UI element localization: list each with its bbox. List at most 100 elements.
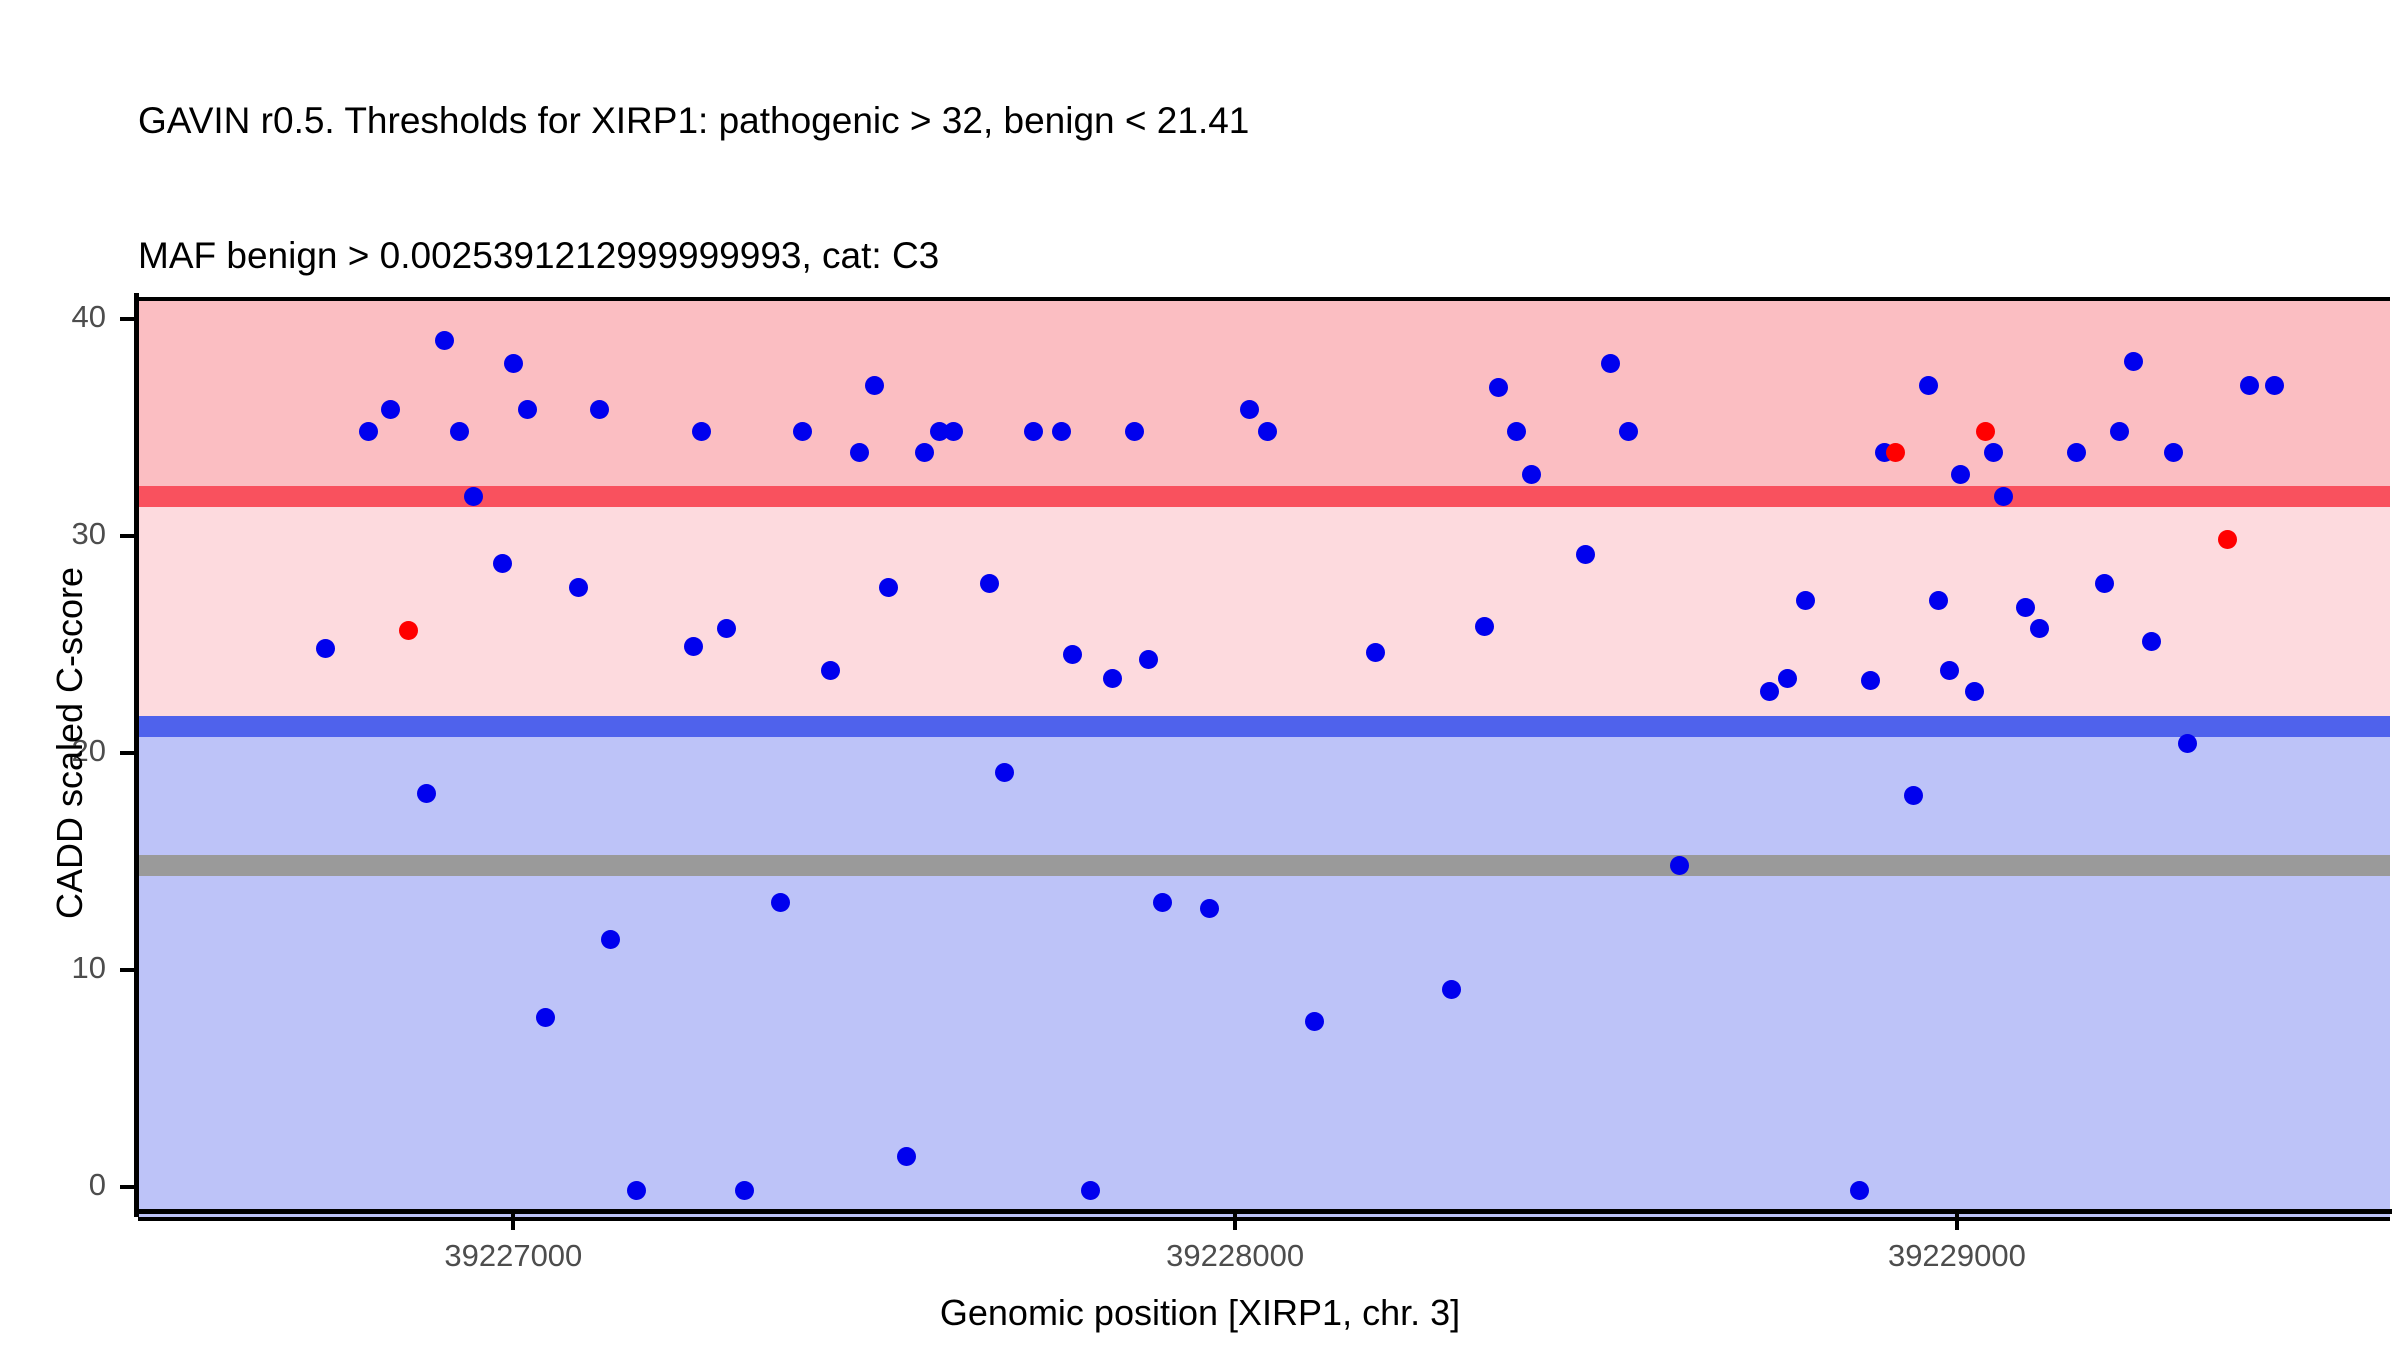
gnomad-variant-point bbox=[464, 486, 484, 506]
gnomad-variant-point bbox=[601, 929, 621, 949]
gnomad-variant-point bbox=[518, 400, 538, 420]
gnomad-variant-point bbox=[1052, 421, 1072, 441]
gnomad-variant-point bbox=[1983, 443, 2003, 463]
threshold-line-genome-wide-fallback bbox=[138, 854, 2390, 876]
gnomad-variant-point bbox=[691, 421, 711, 441]
gnomad-variant-point bbox=[1366, 643, 1386, 663]
gnomad-variant-point bbox=[2239, 376, 2259, 396]
clinvar-pathogenic-point bbox=[2218, 530, 2238, 550]
gnomad-variant-point bbox=[1669, 855, 1689, 875]
y-axis-line bbox=[134, 293, 139, 1217]
x-tick-label: 39228000 bbox=[1166, 1238, 1305, 1273]
gnomad-variant-point bbox=[1442, 979, 1462, 999]
gnomad-variant-point bbox=[1507, 421, 1527, 441]
gnomad-variant-point bbox=[2066, 443, 2086, 463]
gnomad-variant-point bbox=[1849, 1181, 1869, 1201]
clinvar-pathogenic-point bbox=[1886, 443, 1906, 463]
x-tick-label: 39227000 bbox=[444, 1238, 583, 1273]
plot-panel bbox=[138, 297, 2390, 1221]
x-tick-mark bbox=[1233, 1214, 1238, 1230]
gnomad-variant-point bbox=[503, 354, 523, 374]
gnomad-variant-point bbox=[417, 784, 437, 804]
y-tick-label: 20 bbox=[71, 732, 106, 768]
gnomad-variant-point bbox=[879, 578, 899, 598]
gnomad-variant-point bbox=[980, 573, 1000, 593]
gnomad-variant-point bbox=[1994, 486, 2014, 506]
y-tick-mark bbox=[120, 316, 136, 321]
gnomad-variant-point bbox=[1200, 899, 1220, 919]
gnomad-variant-point bbox=[316, 638, 336, 658]
gnomad-variant-point bbox=[1102, 669, 1122, 689]
gnomad-variant-point bbox=[1258, 421, 1278, 441]
x-tick-mark bbox=[1954, 1214, 1959, 1230]
gnomad-variant-point bbox=[1575, 545, 1595, 565]
gnomad-variant-point bbox=[2015, 597, 2035, 617]
gnomad-variant-point bbox=[2142, 632, 2162, 652]
gnomad-variant-point bbox=[359, 421, 379, 441]
gnomad-variant-point bbox=[1759, 682, 1779, 702]
gnomad-variant-point bbox=[1305, 1012, 1325, 1032]
gnomad-variant-point bbox=[536, 1007, 556, 1027]
gnomad-variant-point bbox=[381, 400, 401, 420]
gnomad-variant-point bbox=[1153, 892, 1173, 912]
gnomad-variant-point bbox=[626, 1181, 646, 1201]
band-vus bbox=[138, 496, 2390, 727]
clinvar-pathogenic-point bbox=[399, 621, 419, 641]
gnomad-variant-point bbox=[684, 636, 704, 656]
gnomad-variant-point bbox=[590, 400, 610, 420]
gnomad-variant-point bbox=[2124, 352, 2144, 372]
y-axis-title: CADD scaled C-score bbox=[49, 566, 90, 920]
title-line-2: MAF benign > 0.0025391212999999993, cat:… bbox=[138, 235, 940, 276]
y-tick-mark bbox=[120, 533, 136, 538]
gnomad-variant-point bbox=[1023, 421, 1043, 441]
gnomad-variant-point bbox=[864, 376, 884, 396]
gnomad-variant-point bbox=[2030, 619, 2050, 639]
y-tick-label: 40 bbox=[71, 298, 106, 334]
gnomad-variant-point bbox=[1489, 378, 1509, 398]
gnomad-variant-point bbox=[2178, 734, 2198, 754]
gnomad-variant-point bbox=[1918, 376, 1938, 396]
y-tick-label: 0 bbox=[88, 1166, 106, 1202]
gnomad-variant-point bbox=[1081, 1181, 1101, 1201]
y-tick-mark bbox=[120, 1184, 136, 1189]
plot-area bbox=[138, 301, 2390, 1217]
title-line-1: GAVIN r0.5. Thresholds for XIRP1: pathog… bbox=[138, 100, 1250, 141]
gnomad-variant-point bbox=[1929, 591, 1949, 611]
x-axis-line bbox=[134, 1209, 2392, 1214]
y-tick-mark bbox=[120, 967, 136, 972]
gnomad-variant-point bbox=[493, 554, 512, 574]
gnomad-variant-point bbox=[944, 421, 964, 441]
gnomad-variant-point bbox=[2163, 443, 2183, 463]
gnomad-variant-point bbox=[821, 660, 841, 680]
gnomad-variant-point bbox=[1795, 591, 1815, 611]
y-tick-mark bbox=[120, 750, 136, 755]
band-pathogenic bbox=[138, 301, 2390, 497]
band-benign bbox=[138, 726, 2390, 1217]
gnomad-variant-point bbox=[915, 443, 935, 463]
gnomad-variant-point bbox=[1124, 421, 1144, 441]
x-tick-label: 39229000 bbox=[1887, 1238, 2026, 1273]
gnomad-variant-point bbox=[734, 1181, 754, 1201]
gnomad-variant-point bbox=[1951, 465, 1971, 485]
gnomad-variant-point bbox=[1777, 669, 1797, 689]
clinvar-pathogenic-point bbox=[1976, 421, 1996, 441]
gnomad-variant-point bbox=[1139, 649, 1158, 669]
gnomad-variant-point bbox=[568, 578, 588, 598]
gnomad-variant-point bbox=[897, 1146, 917, 1166]
gnomad-variant-point bbox=[1904, 786, 1924, 806]
gnomad-variant-point bbox=[929, 421, 949, 441]
gnomad-variant-point bbox=[449, 421, 469, 441]
gnomad-variant-point bbox=[994, 762, 1014, 782]
gnomad-variant-point bbox=[1619, 421, 1638, 441]
gnomad-variant-point bbox=[435, 330, 455, 350]
y-tick-label: 30 bbox=[71, 515, 106, 551]
gnomad-variant-point bbox=[770, 892, 790, 912]
gnomad-variant-point bbox=[1860, 671, 1880, 691]
threshold-line-pathogenic-threshold bbox=[138, 485, 2390, 507]
gnomad-variant-point bbox=[1521, 465, 1541, 485]
gnomad-variant-point bbox=[1240, 400, 1260, 420]
gnomad-variant-point bbox=[792, 421, 812, 441]
x-axis-title: Genomic position [XIRP1, chr. 3] bbox=[939, 1292, 1461, 1333]
y-tick-label: 10 bbox=[71, 949, 106, 985]
